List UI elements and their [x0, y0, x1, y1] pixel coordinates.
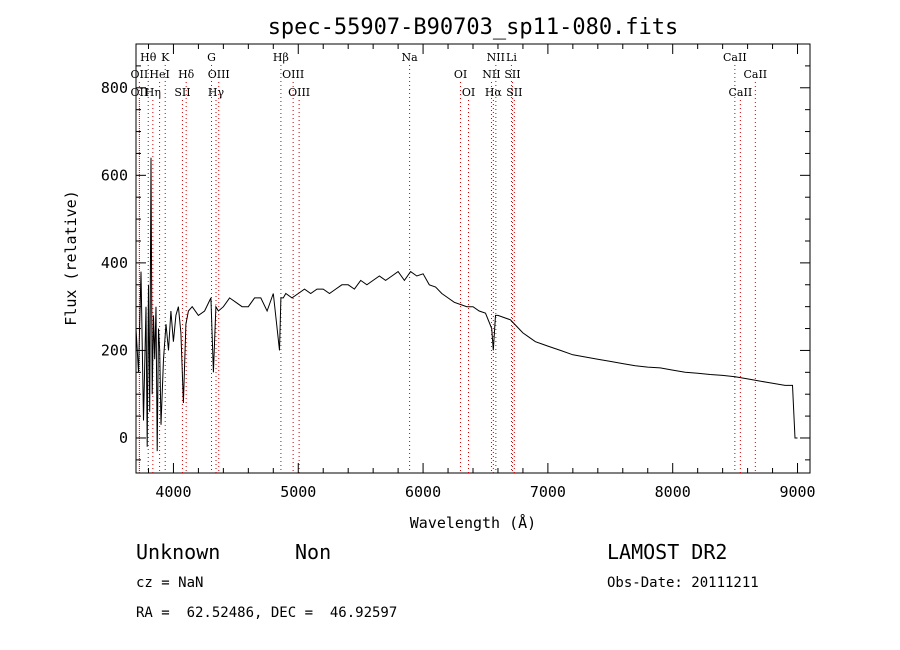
- x-tick-label: 4000: [155, 483, 191, 501]
- spectral-line-label: OI: [462, 86, 475, 99]
- y-tick-label: 800: [101, 79, 128, 97]
- coordinates: RA = 62.52486, DEC = 46.92597: [136, 605, 398, 621]
- spectral-line-label: NII: [482, 68, 500, 81]
- x-tick-label: 5000: [280, 483, 316, 501]
- y-tick-label: 0: [119, 429, 128, 447]
- spectral-line-label: Hγ: [208, 86, 225, 99]
- spectral-line-label: SII: [506, 86, 522, 99]
- spectral-line-label: Hβ: [273, 51, 289, 64]
- object-subclass: Non: [295, 540, 332, 564]
- y-tick-label: 600: [101, 166, 128, 184]
- spectral-line-label: HeI: [149, 68, 169, 81]
- spectral-line-label: CaII: [723, 51, 747, 64]
- spectral-line-label: OIII: [208, 68, 230, 81]
- x-tick-label: 6000: [405, 483, 441, 501]
- y-axis-label: Flux (relative): [62, 190, 80, 325]
- x-tick-label: 9000: [779, 483, 815, 501]
- observation-date: Obs-Date: 20111211: [607, 575, 759, 591]
- spectral-line-label: CaII: [743, 68, 767, 81]
- y-tick-label: 200: [101, 341, 128, 359]
- redshift-cz: cz = NaN: [136, 575, 204, 591]
- x-tick-label: 8000: [655, 483, 691, 501]
- spectral-line-label: CaII: [729, 86, 753, 99]
- y-tick-label: 400: [101, 254, 128, 272]
- spectral-line-label: SII: [174, 86, 190, 99]
- spectral-line-label: Na: [402, 51, 419, 64]
- plot-frame: [135, 43, 811, 474]
- spectral-line-label: OII: [131, 68, 149, 81]
- spectral-line-label: OIII: [282, 68, 304, 81]
- spectral-line-label: Hα: [485, 86, 503, 99]
- spectral-line-label: Hθ: [140, 51, 157, 64]
- survey-name: LAMOST DR2: [607, 540, 728, 564]
- spectral-line-label: OIII: [288, 86, 310, 99]
- spectral-line-label: Hη: [145, 86, 161, 99]
- spectral-line-label: SII: [504, 68, 520, 81]
- spectral-line-label: OI: [454, 68, 467, 81]
- chart-title: spec-55907-B90703_sp11-080.fits: [268, 15, 679, 40]
- x-tick-label: 7000: [530, 483, 566, 501]
- spectral-line-label: G: [207, 51, 216, 64]
- spectrum-line: [135, 157, 798, 452]
- x-axis-label: Wavelength (Å): [410, 513, 536, 532]
- spectral-line-label: Li: [506, 51, 517, 64]
- spectral-line-label: K: [161, 51, 170, 64]
- axis-ticks: 4000 5000 6000 7000 8000 9000 0 200 400 600 800: [101, 43, 816, 501]
- spectral-line-label: OII: [131, 86, 149, 99]
- spectral-line-label: NII: [487, 51, 505, 64]
- object-class: Unknown: [136, 540, 221, 564]
- spectral-line-label: Hδ: [178, 68, 195, 81]
